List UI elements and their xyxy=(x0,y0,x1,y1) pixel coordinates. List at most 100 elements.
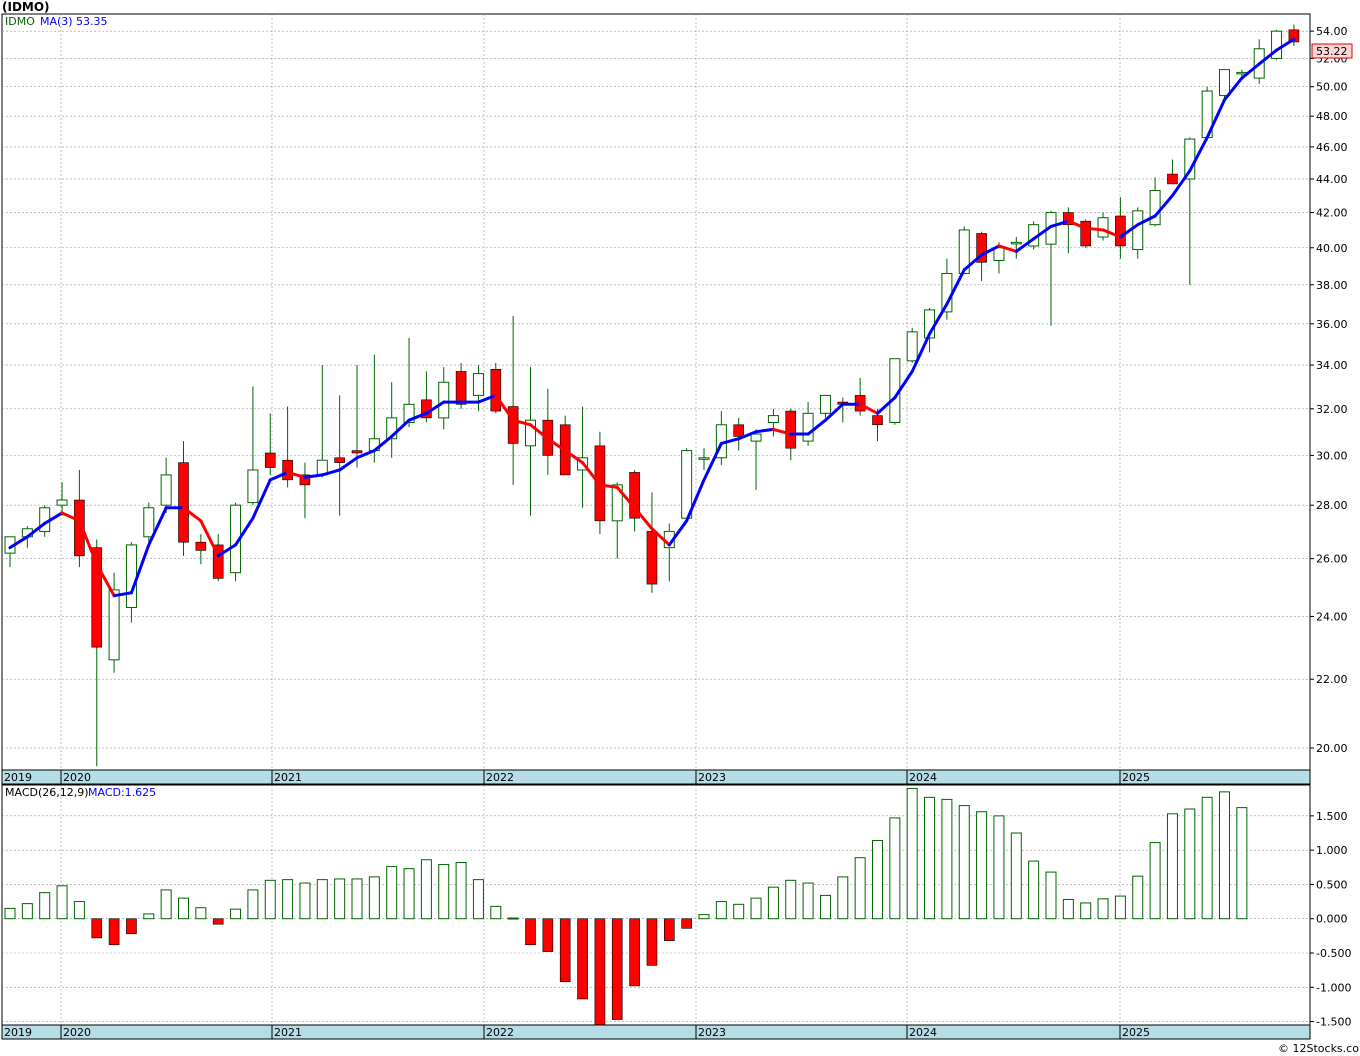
ma-segment xyxy=(754,427,775,434)
candle-body-down xyxy=(455,371,467,405)
macd-panel-frame xyxy=(1,784,1311,1026)
candle-body-up xyxy=(386,417,398,440)
candle-body-down xyxy=(1115,215,1126,247)
candle xyxy=(1271,29,1283,60)
macd-bar-positive xyxy=(819,894,831,920)
candle-body-up xyxy=(906,331,918,362)
price-tick-label: 42.00 xyxy=(1316,207,1348,220)
macd-bar-positive xyxy=(386,866,398,920)
macd-bar-positive xyxy=(39,892,51,920)
macd-bar-positive xyxy=(1149,842,1161,920)
ma-segment xyxy=(1188,136,1209,173)
candle-body-down xyxy=(490,369,502,412)
year-label: 2023 xyxy=(698,771,726,784)
candle xyxy=(1219,69,1230,99)
ma-segment xyxy=(234,516,255,547)
ma-segment xyxy=(77,519,99,566)
ma-segment xyxy=(60,511,81,523)
ma-segment xyxy=(771,427,793,436)
ma-segment xyxy=(390,418,411,438)
candle-body-down xyxy=(646,531,658,585)
macd-bars xyxy=(4,787,1248,1026)
price-tick-label: 20.00 xyxy=(1316,742,1348,755)
ma-segment xyxy=(25,521,47,539)
macd-value-label: MACD:1.625 xyxy=(88,786,156,799)
candle-body-up xyxy=(819,394,831,414)
candle xyxy=(767,408,779,437)
ma-segment xyxy=(494,393,515,422)
macd-bar-negative xyxy=(525,918,536,946)
macd-x-axis-band xyxy=(1,1024,1311,1040)
ma-segment xyxy=(320,468,342,477)
macd-bar-positive xyxy=(976,811,988,920)
candle xyxy=(108,572,120,673)
price-panel-frame xyxy=(1,13,1311,771)
price-tick-label: 54.00 xyxy=(1316,25,1348,38)
candle xyxy=(386,382,398,458)
candle xyxy=(1149,177,1161,227)
macd-bar-positive xyxy=(1028,860,1040,920)
macd-bar-positive xyxy=(351,878,363,920)
candle-body-down xyxy=(334,457,345,463)
candle xyxy=(247,386,259,506)
price-tick-label: 28.00 xyxy=(1316,499,1348,512)
macd-bar-negative xyxy=(611,918,623,1020)
ma-segment xyxy=(1066,219,1088,230)
last-price-badge: 53.22 xyxy=(1311,43,1353,59)
ma-segment xyxy=(129,543,151,595)
ma-segment xyxy=(598,483,619,489)
candle xyxy=(74,469,85,568)
macd-bar-positive xyxy=(872,840,883,920)
macd-bar-positive xyxy=(368,876,380,920)
price-y-axis: 20.00 22.00 24.00 26.00 28.00 30.00 32.00 34.00… xyxy=(1310,25,1348,755)
last-price-label: 53.22 xyxy=(1316,45,1348,58)
macd-x-axis-years: 2019 2020 2021 2022 2023 2024 2025 xyxy=(4,1025,1150,1039)
candle-body-up xyxy=(1271,30,1283,59)
candle-body-up xyxy=(993,247,1005,262)
candle-body-up xyxy=(611,484,623,522)
candle xyxy=(750,429,762,490)
macd-bar-positive xyxy=(73,901,85,920)
candle-body-up xyxy=(525,419,536,447)
price-x-axis-years: 2019 2020 2021 2022 2023 2024 2025 xyxy=(4,770,1150,784)
macd-bar-negative xyxy=(542,918,554,952)
ma-segment xyxy=(962,253,984,272)
candle-body-down xyxy=(976,233,987,263)
price-tick-label: 46.00 xyxy=(1316,141,1348,154)
candle-body-up xyxy=(125,544,137,608)
candle xyxy=(1010,237,1022,259)
macd-bar-positive xyxy=(160,889,172,920)
candle xyxy=(1132,207,1144,259)
candle-body-down xyxy=(1288,29,1300,43)
candle-body-down xyxy=(733,424,745,437)
chart-title: (IDMO) xyxy=(2,0,50,14)
ma-segment xyxy=(1136,214,1157,227)
ma-segment xyxy=(1118,223,1140,239)
macd-bar-positive xyxy=(958,805,970,920)
candle-body-down xyxy=(351,450,363,454)
macd-bar-negative xyxy=(577,918,588,1000)
ma-segment xyxy=(1049,219,1070,228)
macd-bar-positive xyxy=(403,868,415,920)
candle xyxy=(1115,197,1126,259)
candle-body-down xyxy=(212,544,224,579)
ma-segment xyxy=(43,511,64,525)
ma-segment xyxy=(476,393,498,404)
macd-bar-positive xyxy=(1166,813,1178,920)
candle xyxy=(525,367,536,516)
candle xyxy=(802,402,814,446)
ma-segment xyxy=(910,332,932,373)
price-tick-label: 30.00 xyxy=(1316,449,1348,462)
macd-bar-positive xyxy=(230,908,242,920)
candle xyxy=(1080,219,1091,248)
candle-body-up xyxy=(56,499,68,506)
ma-segment xyxy=(112,591,133,598)
macd-tick-label: -0.500 xyxy=(1316,947,1351,960)
candle-body-up xyxy=(750,433,762,442)
candle-body-down xyxy=(299,474,311,486)
year-label: 2020 xyxy=(63,771,91,784)
ma-segment xyxy=(980,244,1001,257)
macd-bar-negative xyxy=(108,918,120,946)
ma-segment xyxy=(303,473,324,479)
price-tick-label: 38.00 xyxy=(1316,279,1348,292)
